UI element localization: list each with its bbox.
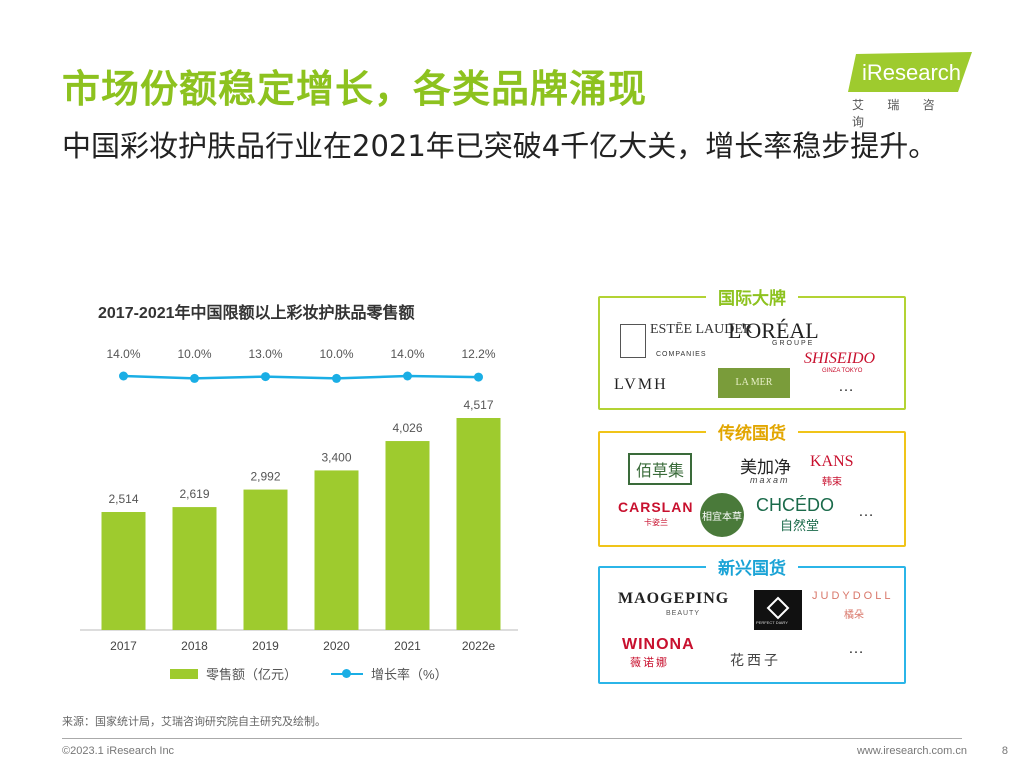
brand-loreal-sub: GROUPE <box>772 340 815 347</box>
growth-rate-point <box>474 372 483 382</box>
brand-carslan: CARSLAN <box>618 499 694 515</box>
x-tick-label: 2018 <box>181 639 208 653</box>
page-number: 8 <box>1001 745 1008 757</box>
traditional-brands-box: 传统国货 佰草集 美加净 maxam KANS 韩束 CARSLAN 卡姿兰 相… <box>598 419 906 547</box>
brand-inoherb: 相宜本草 <box>700 493 744 537</box>
x-tick-label: 2017 <box>110 639 137 653</box>
brand-estee-lauder-sub: COMPANIES <box>656 351 707 358</box>
growth-rate-label: 13.0% <box>248 347 282 361</box>
retail-bar <box>314 470 359 630</box>
brand-herborist: 佰草集 <box>628 453 693 485</box>
chart-legend: 零售额（亿元） 增长率（%） <box>170 664 448 683</box>
retail-chart: 2,514 2017 14.0% 2,619 2018 10.0% 2,992 2019 13.… <box>80 347 518 653</box>
growth-rate-point <box>190 373 199 383</box>
brand-maogeping-sub: BEAUTY <box>666 610 701 617</box>
brand-kans: KANS <box>810 453 854 470</box>
footer-divider <box>62 738 962 739</box>
source-note: 来源：国家统计局，艾瑞咨询研究院自主研究及绘制。 <box>62 716 326 728</box>
growth-rate-point <box>119 371 128 381</box>
brand-loreal: L'ORÉAL <box>728 318 819 343</box>
brand-maogeping: MAOGEPING <box>618 590 730 607</box>
growth-rate-line <box>123 374 479 380</box>
brand-maxam: 美加净 <box>740 458 791 478</box>
bar-value-label: 2,992 <box>250 470 280 484</box>
legend-line-label: 增长率（%） <box>371 667 448 682</box>
brand-perfect-diary: PERFECT DIARY <box>756 620 788 625</box>
logo-name: iResearch <box>862 60 962 85</box>
iresearch-logo: iResearch 艾 瑞 咨 询 <box>848 52 973 129</box>
growth-rate-label: 12.2% <box>461 347 495 361</box>
growth-rate-label: 14.0% <box>106 347 140 361</box>
brand-winona: WINONA <box>622 636 695 653</box>
brand-kans-sub: 韩束 <box>822 477 842 488</box>
brand-judydoll-sub: 橘朵 <box>844 610 864 621</box>
brand-lvmh: LVMH <box>614 376 668 393</box>
traditional-brands-label: 传统国货 <box>706 419 798 444</box>
brand-estee-lauder: ESTĒE LAUDER <box>650 322 753 337</box>
retail-bar <box>456 418 501 630</box>
brand-shiseido-sub: GINZA TOKYO <box>822 368 863 374</box>
international-more: … <box>838 378 854 395</box>
estee-lauder-logo-icon <box>620 324 646 358</box>
brand-winona-sub: 薇诺娜 <box>630 657 669 669</box>
growth-rate-label: 14.0% <box>390 347 424 361</box>
legend-bar-label: 零售额（亿元） <box>206 667 298 682</box>
x-tick-label: 2019 <box>252 639 279 653</box>
traditional-more: … <box>858 503 874 520</box>
perfect-diary-emblem-icon <box>766 596 790 620</box>
x-tick-label: 2020 <box>323 639 350 653</box>
growth-rate-point <box>261 372 270 382</box>
brand-shiseido: SHISEIDO <box>804 350 876 367</box>
logo-badge: iResearch <box>848 52 972 92</box>
emerging-brands-label: 新兴国货 <box>706 554 798 579</box>
international-brands-label: 国际大牌 <box>706 284 798 309</box>
growth-rate-point <box>403 371 412 381</box>
emerging-brands-box: 新兴国货 MAOGEPING BEAUTY PERFECT DIARY JUDY… <box>598 554 906 684</box>
retail-bar <box>385 441 430 630</box>
brand-chcedo-sub: 自然堂 <box>780 518 820 533</box>
brand-florasis: 花西子 <box>730 653 781 669</box>
legend-bar-swatch <box>170 668 198 679</box>
logo-shape-icon <box>848 52 972 92</box>
growth-rate-label: 10.0% <box>177 347 211 361</box>
bar-value-label: 3,400 <box>321 450 351 464</box>
brand-chcedo: CHCÉDO <box>756 495 835 515</box>
brand-lamer: LA MER <box>718 368 790 398</box>
page-subtitle: 中国彩妆护肤品行业在2021年已突破4千亿大关，增长率稳步提升。 <box>62 129 938 163</box>
x-tick-label: 2021 <box>394 639 421 653</box>
brand-judydoll: JUDYDOLL <box>812 590 894 602</box>
retail-bar <box>101 512 146 630</box>
bar-value-label: 4,517 <box>463 398 493 412</box>
bar-value-label: 2,514 <box>108 492 138 506</box>
emerging-more: … <box>848 640 864 657</box>
perfect-diary-logo-icon <box>754 590 802 630</box>
page-title: 市场份额稳定增长，各类品牌涌现 <box>62 67 648 111</box>
legend-line-swatch <box>331 668 364 679</box>
growth-rate-point <box>332 373 341 383</box>
chart-title: 2017-2021年中国限额以上彩妆护肤品零售额 <box>98 305 415 322</box>
growth-rate-label: 10.0% <box>319 347 353 361</box>
logo-subtext: 艾 瑞 咨 询 <box>852 98 945 129</box>
bar-value-label: 4,026 <box>392 421 422 435</box>
bar-value-label: 2,619 <box>179 487 209 501</box>
footer-url[interactable]: www.iresearch.com.cn <box>856 745 967 757</box>
retail-bar <box>243 489 288 630</box>
international-brands-box: 国际大牌 ESTĒE LAUDER COMPANIES L'ORÉAL GROU… <box>598 284 906 410</box>
retail-bar <box>172 507 217 630</box>
x-tick-label: 2022e <box>462 639 496 653</box>
brand-maxam-sub: maxam <box>750 475 790 485</box>
footer-copyright: ©2023.1 iResearch Inc <box>62 745 175 757</box>
brand-carslan-sub: 卡姿兰 <box>644 518 668 527</box>
